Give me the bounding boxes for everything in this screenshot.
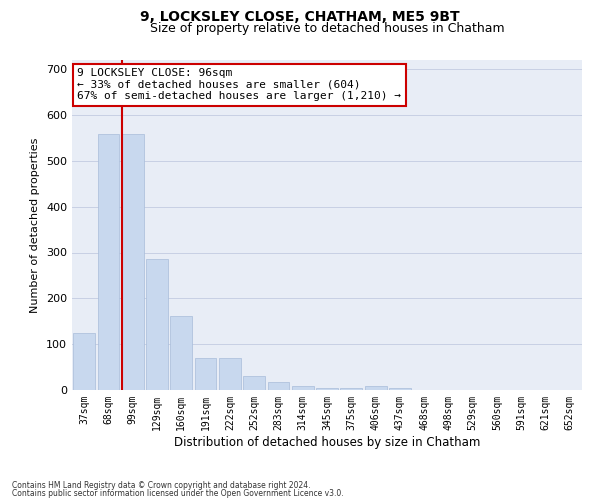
X-axis label: Distribution of detached houses by size in Chatham: Distribution of detached houses by size … [174, 436, 480, 448]
Bar [243, 376, 265, 390]
Bar [146, 260, 168, 390]
Bar [292, 386, 314, 390]
Bar [122, 134, 143, 390]
Bar [73, 332, 95, 390]
Text: 9, LOCKSLEY CLOSE, CHATHAM, ME5 9BT: 9, LOCKSLEY CLOSE, CHATHAM, ME5 9BT [140, 10, 460, 24]
Bar [340, 388, 362, 390]
Bar [365, 386, 386, 390]
Y-axis label: Number of detached properties: Number of detached properties [31, 138, 40, 312]
Bar [194, 358, 217, 390]
Bar [316, 388, 338, 390]
Title: Size of property relative to detached houses in Chatham: Size of property relative to detached ho… [149, 22, 505, 35]
Bar [219, 358, 241, 390]
Bar [268, 382, 289, 390]
Bar [97, 134, 119, 390]
Text: Contains HM Land Registry data © Crown copyright and database right 2024.: Contains HM Land Registry data © Crown c… [12, 481, 311, 490]
Bar [389, 388, 411, 390]
Text: 9 LOCKSLEY CLOSE: 96sqm
← 33% of detached houses are smaller (604)
67% of semi-d: 9 LOCKSLEY CLOSE: 96sqm ← 33% of detache… [77, 68, 401, 102]
Text: Contains public sector information licensed under the Open Government Licence v3: Contains public sector information licen… [12, 488, 344, 498]
Bar [170, 316, 192, 390]
